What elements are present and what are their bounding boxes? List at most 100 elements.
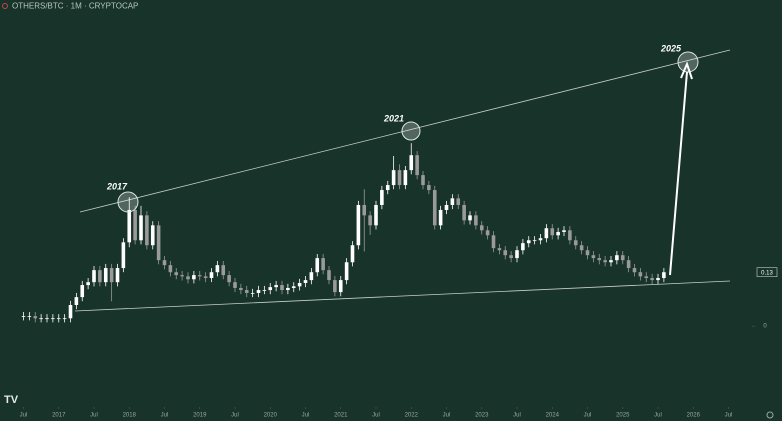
candle-body: [333, 280, 337, 293]
candle-body: [620, 255, 625, 261]
x-tick-label: 2021: [334, 413, 348, 419]
candle-body: [579, 245, 584, 251]
candle-body: [297, 283, 302, 287]
candle-body: [327, 270, 331, 281]
x-tick-label: 2026: [687, 413, 701, 419]
candle-body: [315, 258, 320, 273]
candle-body: [203, 276, 208, 279]
candle-body: [162, 260, 167, 266]
candle-body: [291, 286, 296, 288]
candle-body: [609, 260, 613, 263]
logo: TV: [4, 394, 19, 406]
candle-body: [27, 316, 32, 317]
candle-body: [280, 285, 284, 291]
x-tick-label: 2025: [616, 413, 630, 419]
highlight-circle: [117, 191, 139, 213]
candle-body: [491, 235, 496, 249]
candle-body: [427, 185, 431, 191]
settings-icon[interactable]: [766, 411, 774, 419]
candle-body: [380, 190, 384, 205]
candle-body: [98, 270, 102, 283]
candle-body: [33, 316, 38, 319]
chart-title: OTHERS/BTC · 1M · CRYPTOCAP: [12, 2, 138, 11]
candle-body: [115, 268, 120, 283]
candle-body: [268, 287, 273, 291]
candle-body: [133, 209, 137, 241]
x-tick-label: 2022: [405, 413, 419, 419]
candle-body: [145, 215, 149, 246]
candle-body: [521, 243, 525, 251]
candle-body: [456, 198, 461, 205]
candle-body: [286, 287, 290, 291]
x-tick-label: Jul: [302, 413, 310, 419]
candle-body: [39, 318, 43, 320]
candle-body: [168, 265, 173, 273]
x-tick-label: Jul: [725, 413, 733, 419]
candle-body: [68, 304, 73, 319]
candle-body: [321, 258, 325, 271]
candle-body: [338, 280, 343, 293]
candle-body: [150, 225, 155, 246]
candle-body: [421, 175, 425, 186]
candle-body: [403, 170, 408, 186]
candle-body: [262, 290, 267, 291]
candle-body: [192, 275, 196, 280]
candle-body: [56, 318, 61, 320]
candle-body: [309, 272, 314, 281]
candle-body: [550, 228, 555, 236]
highlight-circle: [677, 51, 699, 73]
candle-body: [544, 228, 549, 239]
candle-body: [215, 265, 220, 273]
candle-body: [256, 290, 261, 293]
candle-body: [538, 238, 543, 241]
candle-body: [109, 268, 114, 283]
candle-body: [344, 262, 349, 281]
candle-body: [562, 230, 566, 232]
symbol-icon: [2, 3, 8, 9]
candle-body: [80, 285, 85, 298]
candle-body: [409, 155, 414, 171]
candle-body: [638, 272, 643, 277]
candle-body: [127, 209, 132, 243]
candle-body: [103, 268, 108, 283]
candle-body: [603, 260, 607, 263]
x-tick-label: 2019: [193, 413, 207, 419]
y-tick-label: 0: [763, 324, 767, 330]
x-tick-label: Jul: [161, 413, 169, 419]
candle-body: [662, 272, 666, 279]
candle-body: [526, 240, 531, 244]
candle-body: [385, 185, 390, 191]
x-tick-label: 2024: [546, 413, 560, 419]
upper-trendline: [79, 49, 731, 213]
candle-body: [180, 275, 184, 277]
candle-body: [509, 255, 513, 259]
candle-body: [139, 215, 143, 241]
candle-body: [532, 240, 537, 242]
candle-body: [62, 318, 67, 320]
x-tick-label: Jul: [584, 413, 592, 419]
highlight-circle: [401, 121, 421, 141]
candle-body: [397, 170, 402, 186]
annotation-label: 2021: [383, 113, 404, 123]
candle-body: [591, 255, 596, 259]
candle-body: [368, 215, 372, 226]
candle-body: [197, 275, 202, 277]
x-tick-label: Jul: [513, 413, 521, 419]
x-tick-label: Jul: [654, 413, 662, 419]
candle-body: [468, 215, 472, 221]
candle-body: [303, 280, 308, 284]
candle-body: [250, 292, 255, 294]
arrow-head: [680, 61, 693, 80]
candle-body: [644, 276, 649, 279]
x-tick-label: 2023: [475, 413, 489, 419]
candle-body: [356, 204, 361, 246]
x-tick-label: Jul: [231, 413, 239, 419]
candle-body: [51, 318, 55, 320]
candle-body: [274, 285, 278, 288]
candle-body: [21, 316, 26, 317]
annotation-label: 2025: [660, 43, 682, 53]
lower-trendline: [74, 280, 731, 312]
candle-body: [485, 230, 490, 236]
last-price-label: 0.13: [761, 270, 773, 276]
